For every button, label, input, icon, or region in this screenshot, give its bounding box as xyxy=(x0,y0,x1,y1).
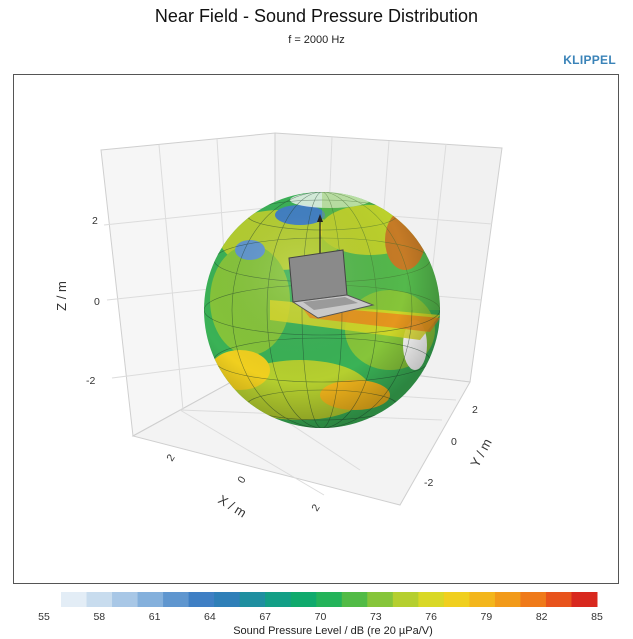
x-tick-1: 2 xyxy=(164,452,177,463)
colorbar-swatch xyxy=(520,592,546,607)
y-axis-label: Y / m xyxy=(467,436,494,470)
colorbar-swatch xyxy=(571,592,597,607)
colorbar: 55 58 61 64 67 70 73 76 79 82 85 xyxy=(38,592,603,623)
colorbar-swatch xyxy=(469,592,495,607)
y-tick-3: -2 xyxy=(424,477,433,489)
z-axis: 2 0 -2 Z / m xyxy=(54,215,100,387)
colorbar-tick: 61 xyxy=(149,611,161,623)
colorbar-tick: 76 xyxy=(425,611,437,623)
colorbar-swatch xyxy=(61,592,87,607)
colorbar-swatch xyxy=(367,592,393,607)
colorbar-tick: 82 xyxy=(536,611,548,623)
y-tick-1: 2 xyxy=(472,404,478,416)
colorbar-swatch xyxy=(214,592,240,607)
colorbar-swatch xyxy=(444,592,470,607)
colorbar-swatch xyxy=(112,592,138,607)
colorbar-swatch xyxy=(291,592,317,607)
colorbar-swatch xyxy=(265,592,291,607)
colorbar-swatch xyxy=(418,592,444,607)
colorbar-swatch xyxy=(316,592,342,607)
colorbar-tick: 70 xyxy=(315,611,327,623)
colorbar-swatch xyxy=(138,592,164,607)
colorbar-tick: 73 xyxy=(370,611,382,623)
colorbar-tick: 67 xyxy=(259,611,271,623)
z-tick-2: 0 xyxy=(94,296,100,308)
colorbar-tick: 64 xyxy=(204,611,216,623)
y-tick-2: 0 xyxy=(451,436,457,448)
colorbar-tick: 55 xyxy=(38,611,50,623)
z-tick-1: 2 xyxy=(92,215,98,227)
colorbar-swatch xyxy=(163,592,189,607)
colorbar-swatch xyxy=(495,592,521,607)
z-tick-3: -2 xyxy=(86,375,95,387)
colorbar-swatch xyxy=(393,592,419,607)
colorbar-swatch xyxy=(342,592,368,607)
colorbar-tick: 58 xyxy=(93,611,105,623)
x-axis-label: X / m xyxy=(216,492,250,521)
x-tick-2: 0 xyxy=(235,474,248,485)
colorbar-swatch xyxy=(189,592,215,607)
colorbar-swatch xyxy=(240,592,266,607)
x-tick-3: 2 xyxy=(309,502,322,513)
colorbar-swatch xyxy=(546,592,572,607)
z-axis-label: Z / m xyxy=(54,281,69,311)
laptop-screen xyxy=(289,250,347,302)
colorbar-label: Sound Pressure Level / dB (re 20 µPa/V) xyxy=(233,625,433,637)
colorbar-tick: 85 xyxy=(591,611,603,623)
colorbar-tick: 79 xyxy=(481,611,493,623)
colorbar-swatch xyxy=(87,592,113,607)
